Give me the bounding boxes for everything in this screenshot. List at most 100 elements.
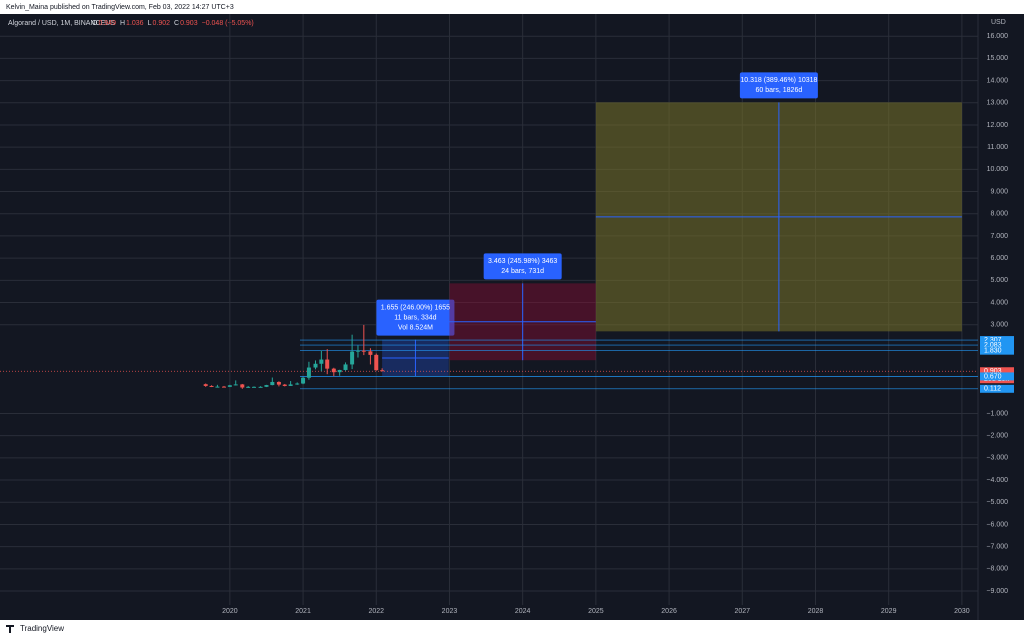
y-tick-label: −5.000 xyxy=(986,499,1008,506)
ohlc-value: 0.902 xyxy=(152,20,170,27)
y-tick-label: 13.000 xyxy=(987,100,1009,107)
x-tick-label: 2021 xyxy=(295,608,311,615)
candle-body xyxy=(319,359,324,364)
x-tick-label: 2022 xyxy=(368,608,384,615)
x-tick-label: 2028 xyxy=(808,608,824,615)
candle-body xyxy=(295,383,300,385)
candle-body xyxy=(306,367,311,378)
y-tick-label: 12.000 xyxy=(987,122,1009,129)
box-label-bg xyxy=(376,299,455,336)
price-label: 1.830 xyxy=(984,348,1002,355)
change: −0.048 (−5.05%) xyxy=(202,20,254,27)
price-label-bg xyxy=(980,341,1014,350)
price-label: 0.903 xyxy=(984,368,1002,375)
price-label-bg xyxy=(980,384,1014,393)
y-tick-label: −2.000 xyxy=(986,433,1008,440)
y-tick-label: 9.000 xyxy=(990,188,1008,195)
candle-body xyxy=(331,368,336,373)
box-label: 24 bars, 731d xyxy=(501,268,544,275)
y-tick-label: 3.000 xyxy=(990,322,1008,329)
x-tick-label: 2029 xyxy=(881,608,897,615)
y-tick-label: 11.000 xyxy=(987,144,1008,151)
ohlc-key: L xyxy=(148,20,152,27)
x-tick-label: 2020 xyxy=(222,608,238,615)
box-label-bg xyxy=(739,72,818,99)
x-tick-label: 2026 xyxy=(661,608,677,615)
y-tick-label: 10.000 xyxy=(987,166,1009,173)
candle-body xyxy=(288,384,293,386)
y-tick-label: −4.000 xyxy=(986,477,1008,484)
candle-body xyxy=(368,351,373,355)
candle-body xyxy=(282,384,287,386)
y-tick-label: −6.000 xyxy=(986,521,1008,528)
candle-body xyxy=(252,386,257,388)
y-tick-label: 5.000 xyxy=(990,277,1008,284)
x-tick-label: 2030 xyxy=(954,608,970,615)
ohlc-value: 1.036 xyxy=(126,20,144,27)
candle-body xyxy=(203,384,208,386)
candle-body xyxy=(301,377,306,384)
candle-body xyxy=(227,385,232,387)
x-tick-label: 2024 xyxy=(515,608,531,615)
candle-body xyxy=(337,369,342,373)
box-label: 60 bars, 1826d xyxy=(756,87,803,94)
currency: USD xyxy=(991,19,1006,26)
ohlc-key: H xyxy=(120,20,125,27)
price-label-bg xyxy=(980,336,1014,345)
box-label-bg xyxy=(483,253,562,280)
y-tick-label: 6.000 xyxy=(990,255,1008,262)
y-tick-label: −7.000 xyxy=(986,543,1008,550)
y-tick-label: 15.000 xyxy=(987,55,1009,62)
candle-body xyxy=(264,385,269,387)
candle-body xyxy=(233,384,238,386)
candle-body xyxy=(209,385,214,387)
ohlc-key: C xyxy=(174,20,179,27)
y-tick-label: −8.000 xyxy=(986,566,1008,573)
candle-body xyxy=(270,381,275,386)
price-label: 0.670 xyxy=(984,373,1002,380)
candle-body xyxy=(246,386,251,388)
candle-body xyxy=(276,381,281,385)
candle-body xyxy=(313,363,318,368)
price-label-bg xyxy=(980,372,1014,381)
candle-body xyxy=(258,386,263,388)
y-tick-label: 14.000 xyxy=(987,77,1009,84)
candle-body xyxy=(374,354,379,371)
candle-body xyxy=(350,351,355,365)
box-label: 1.655 (246.00%) 1655 xyxy=(381,305,450,312)
x-tick-label: 2023 xyxy=(442,608,458,615)
x-tick-label: 2025 xyxy=(588,608,604,615)
candle-body xyxy=(240,384,245,388)
ohlc-value: 0.903 xyxy=(180,20,198,27)
header: Kelvin_Maina published on TradingView.co… xyxy=(6,4,234,11)
chart-title: Algorand / USD, 1M, BINANCEUS xyxy=(8,20,115,27)
candle-body xyxy=(355,350,360,352)
ohlc-key: O xyxy=(92,20,98,27)
y-tick-label: 16.000 xyxy=(987,33,1009,40)
box-label: 11 bars, 334d xyxy=(394,315,436,322)
box-label: Vol 8.524M xyxy=(398,325,433,332)
price-label: 2.307 xyxy=(984,337,1002,344)
y-tick-label: −1.000 xyxy=(986,410,1008,417)
candle-body xyxy=(222,386,227,388)
box-label: 10.318 (389.46%) 10318 xyxy=(740,77,817,84)
footer: TradingView xyxy=(20,624,64,633)
y-tick-label: 7.000 xyxy=(990,233,1008,240)
price-label: 2.083 xyxy=(984,342,1002,349)
box-label: 3.463 (245.98%) 3463 xyxy=(488,258,557,265)
y-tick-label: 8.000 xyxy=(990,211,1008,218)
price-label: 0.112 xyxy=(984,386,1001,393)
logo xyxy=(6,625,14,633)
candle-body xyxy=(361,350,366,352)
y-tick-label: −9.000 xyxy=(986,588,1008,595)
candle-body xyxy=(325,359,330,369)
x-tick-label: 2027 xyxy=(734,608,750,615)
y-tick-label: −3.000 xyxy=(986,455,1008,462)
price-label-bg xyxy=(980,346,1014,355)
y-tick-label: 4.000 xyxy=(990,299,1008,306)
candle-body xyxy=(215,386,220,388)
candle-body xyxy=(380,370,385,372)
candle-body xyxy=(343,364,348,370)
ohlc-value: 0.949 xyxy=(98,20,116,27)
